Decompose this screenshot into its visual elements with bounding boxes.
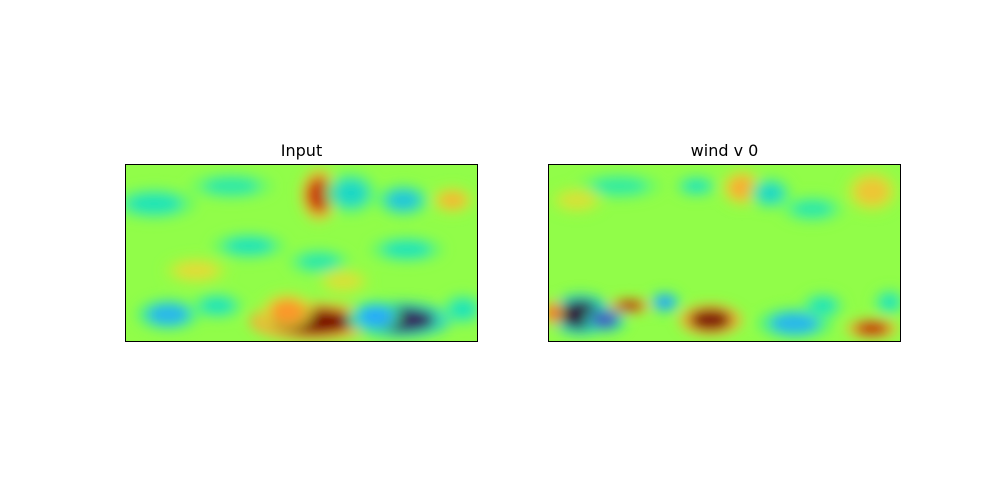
heatmap-blob: [448, 298, 477, 320]
heatmap-blob: [199, 297, 235, 315]
heatmap-blob: [854, 321, 890, 336]
heatmap-blob: [549, 304, 560, 322]
heatmap-blob: [126, 193, 183, 215]
heatmap-blob: [269, 298, 306, 324]
heatmap-blob: [306, 177, 332, 213]
heatmap-blob: [654, 295, 676, 310]
wind-v-heatmap: [549, 165, 900, 341]
heatmap-blob: [326, 272, 362, 290]
heatmap-blob: [808, 297, 837, 315]
heatmap-blob: [382, 240, 432, 259]
heatmap-blob: [728, 175, 757, 201]
heatmap-blob: [591, 311, 620, 329]
input-heatmap: [126, 165, 477, 341]
heatmap-blob: [385, 189, 421, 211]
heatmap-blob: [438, 191, 467, 209]
heatmap-blob: [878, 293, 900, 312]
heatmap-blob: [147, 304, 190, 326]
wind-v-heatmap-panel: [548, 164, 901, 342]
heatmap-blob: [689, 309, 732, 331]
input-heatmap-panel: [125, 164, 478, 342]
heatmap-blob: [175, 261, 218, 280]
heatmap-blob: [224, 237, 274, 255]
heatmap-blob: [357, 305, 393, 327]
wind-v-panel-title: wind v 0: [690, 141, 759, 160]
heatmap-blob: [756, 182, 785, 204]
heatmap-blob: [854, 177, 890, 206]
heatmap-blob: [591, 177, 648, 195]
heatmap-blob: [791, 200, 834, 218]
heatmap-blob: [770, 312, 820, 334]
heatmap-blob: [615, 300, 644, 312]
heatmap-blob: [559, 191, 595, 209]
heatmap-blob: [333, 179, 369, 208]
input-panel-title: Input: [280, 141, 323, 160]
heatmap-blob: [203, 177, 260, 195]
heatmap-blob: [682, 179, 711, 194]
heatmap-blob: [297, 253, 341, 271]
